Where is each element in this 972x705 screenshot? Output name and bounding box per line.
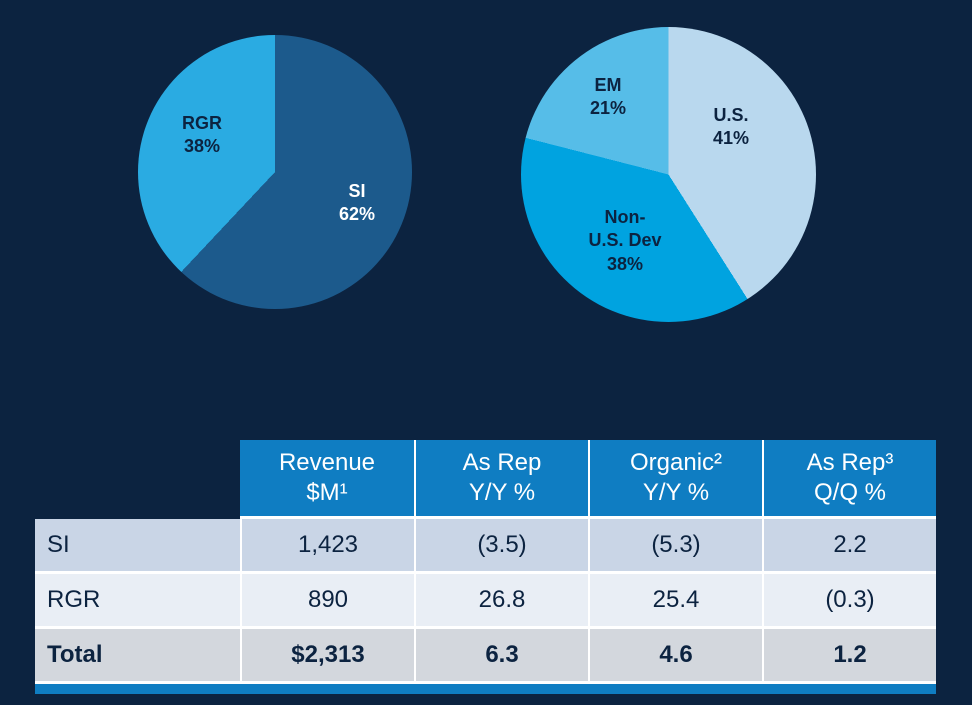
col-header-line1: Revenue — [278, 448, 376, 476]
table-row-si: SI 1,423 (3.5) (5.3) 2.2 — [35, 519, 936, 574]
col-header-line2: Q/Q % — [813, 479, 886, 506]
col-header-revenue: Revenue $M¹ — [240, 440, 414, 519]
table-cell: 890 — [240, 574, 414, 629]
table-cell: 6.3 — [414, 629, 588, 684]
table-cell: (3.5) — [414, 519, 588, 574]
si-slice-label: SI 62% — [338, 181, 376, 225]
segment-mix-pie-chart — [138, 35, 412, 309]
row-label: RGR — [35, 574, 240, 629]
col-header-organic-yy: Organic² Y/Y % — [588, 440, 762, 519]
rgr-slice-label: RGR 38% — [182, 113, 222, 157]
col-header-line1: As Rep³ — [806, 448, 894, 476]
table-cell: 2.2 — [762, 519, 936, 574]
geography-mix-pie-chart — [521, 27, 816, 322]
row-label: Total — [35, 629, 240, 684]
table-cell: 26.8 — [414, 574, 588, 629]
table-cell: $2,313 — [240, 629, 414, 684]
col-header-as-rep-yy: As Rep Y/Y % — [414, 440, 588, 519]
table-row-total: Total $2,313 6.3 4.6 1.2 — [35, 629, 936, 684]
col-header-line2: Y/Y % — [468, 479, 536, 506]
table-cell: (5.3) — [588, 519, 762, 574]
table-header-row: Revenue $M¹ As Rep Y/Y % Organic² Y/Y % … — [35, 440, 936, 519]
col-header-line1: As Rep — [462, 448, 542, 476]
col-header-line2: Y/Y % — [642, 479, 710, 506]
table-cell: 1,423 — [240, 519, 414, 574]
us-slice-label: U.S. 41% — [712, 105, 750, 149]
table-cell: 1.2 — [762, 629, 936, 684]
table-cell: (0.3) — [762, 574, 936, 629]
em-slice-label: EM 21% — [589, 75, 627, 119]
table-cell: 4.6 — [588, 629, 762, 684]
non-us-dev-slice-label: Non- U.S. Dev 38% — [588, 207, 662, 274]
col-header-as-rep-qq: As Rep³ Q/Q % — [762, 440, 936, 519]
col-header-line2: $M¹ — [306, 479, 348, 506]
col-header-line1: Organic² — [629, 448, 723, 476]
financial-summary-table: Revenue $M¹ As Rep Y/Y % Organic² Y/Y % … — [35, 440, 936, 694]
bottom-accent-bar — [35, 684, 936, 694]
table-row-rgr: RGR 890 26.8 25.4 (0.3) — [35, 574, 936, 629]
row-label: SI — [35, 519, 240, 574]
table-corner-spacer — [35, 440, 240, 519]
table-cell: 25.4 — [588, 574, 762, 629]
